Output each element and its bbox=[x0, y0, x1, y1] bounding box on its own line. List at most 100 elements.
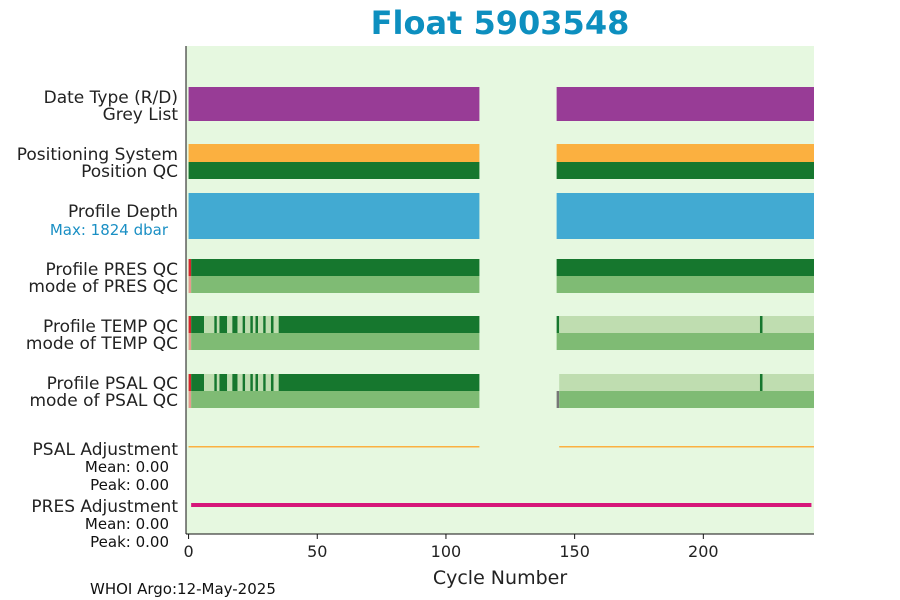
psal-qc-segment bbox=[250, 374, 253, 391]
psal-qc-segment bbox=[270, 374, 274, 391]
x-tick-label: 0 bbox=[183, 542, 193, 561]
x-tick-label: 200 bbox=[688, 542, 719, 561]
psal-qc-segment bbox=[258, 374, 264, 391]
row-label-temp-qc: Profile TEMP QC bbox=[43, 317, 178, 337]
row-label-grey-list: Grey List bbox=[103, 105, 179, 125]
psal-qc-segment bbox=[191, 374, 205, 391]
temp-qc-segment bbox=[255, 316, 259, 333]
psal-qc-segment bbox=[237, 374, 243, 391]
pos-qc-segment bbox=[188, 162, 480, 179]
psal-qc-segment bbox=[559, 374, 760, 391]
psal-qc-segment bbox=[252, 374, 256, 391]
row-label-psal-qc: Profile PSAL QC bbox=[47, 374, 178, 394]
temp-mode-segment bbox=[188, 333, 192, 350]
depth-segment bbox=[188, 193, 480, 239]
psal-mode-segment bbox=[191, 391, 480, 408]
psal-qc-segment bbox=[214, 374, 217, 391]
pres-adj-segment bbox=[191, 503, 812, 507]
qc-segments bbox=[188, 87, 814, 507]
x-tick-label: 150 bbox=[559, 542, 590, 561]
psal-qc-segment bbox=[242, 374, 246, 391]
psal-qc-segment bbox=[219, 374, 228, 391]
temp-qc-segment bbox=[237, 316, 243, 333]
x-tick-label: 100 bbox=[431, 542, 462, 561]
date-type-segment bbox=[188, 87, 480, 121]
temp-qc-segment bbox=[191, 316, 205, 333]
temp-qc-segment bbox=[270, 316, 274, 333]
temp-qc-segment bbox=[242, 316, 246, 333]
psal-qc-segment bbox=[255, 374, 259, 391]
pres-mode-segment bbox=[188, 276, 192, 293]
depth-segment bbox=[556, 193, 814, 239]
x-tick-label: 50 bbox=[307, 542, 327, 561]
row-label-pres-adj: PRES Adjustment bbox=[31, 497, 178, 517]
psal-qc-segment bbox=[227, 374, 233, 391]
temp-qc-segment bbox=[258, 316, 264, 333]
pres-mode-segment bbox=[191, 276, 480, 293]
temp-qc-segment bbox=[556, 316, 560, 333]
row-labels: Date Type (R/D)Grey List Positioning Syst… bbox=[17, 88, 179, 551]
pres-adj-mean-label: Mean: 0.00 bbox=[85, 515, 169, 533]
temp-qc-segment bbox=[273, 316, 279, 333]
pres-mode-segment bbox=[556, 276, 814, 293]
x-axis-ticks: 0 50 100 150 200 bbox=[183, 534, 719, 561]
pos-sys-segment bbox=[556, 144, 814, 162]
pos-qc-segment bbox=[556, 162, 814, 179]
psal-qc-segment bbox=[263, 374, 266, 391]
row-label-pres-qc: Profile PRES QC bbox=[45, 260, 178, 280]
temp-qc-segment bbox=[219, 316, 228, 333]
temp-qc-segment bbox=[263, 316, 266, 333]
pres-qc-segment bbox=[556, 259, 814, 276]
temp-mode-segment bbox=[556, 333, 814, 350]
temp-qc-segment bbox=[762, 316, 814, 333]
row-label-date-type: Date Type (R/D) bbox=[44, 88, 178, 108]
footer-credit: WHOI Argo:12-May-2025 bbox=[90, 580, 276, 598]
temp-qc-segment bbox=[188, 316, 192, 333]
temp-qc-segment bbox=[278, 316, 480, 333]
psal-mode-segment bbox=[559, 391, 814, 408]
x-axis-label: Cycle Number bbox=[433, 567, 567, 589]
temp-qc-segment bbox=[559, 316, 760, 333]
temp-qc-segment bbox=[214, 316, 217, 333]
temp-qc-segment bbox=[227, 316, 233, 333]
psal-mode-segment bbox=[188, 391, 192, 408]
date-type-segment bbox=[556, 87, 814, 121]
psal-qc-segment bbox=[759, 374, 763, 391]
max-depth-label: Max: 1824 dbar bbox=[50, 221, 169, 239]
temp-qc-segment bbox=[204, 316, 215, 333]
temp-qc-segment bbox=[759, 316, 763, 333]
temp-qc-segment bbox=[265, 316, 271, 333]
psal-qc-segment bbox=[245, 374, 251, 391]
psal-qc-segment bbox=[188, 374, 192, 391]
psal-qc-segment bbox=[273, 374, 279, 391]
psal-qc-segment bbox=[204, 374, 215, 391]
psal-qc-segment bbox=[278, 374, 480, 391]
chart-title: Float 5903548 bbox=[371, 4, 630, 42]
row-label-pres-mode: mode of PRES QC bbox=[28, 277, 178, 297]
temp-qc-segment bbox=[216, 316, 220, 333]
psal-adj-segment bbox=[559, 446, 814, 448]
row-label-pos-qc: Position QC bbox=[81, 162, 178, 182]
psal-qc-segment bbox=[216, 374, 220, 391]
pres-adj-peak-label: Peak: 0.00 bbox=[90, 533, 169, 551]
row-label-depth: Profile Depth bbox=[68, 202, 178, 222]
temp-qc-segment bbox=[245, 316, 251, 333]
psal-qc-segment bbox=[762, 374, 814, 391]
psal-qc-segment bbox=[232, 374, 238, 391]
psal-qc-segment bbox=[265, 374, 271, 391]
temp-mode-segment bbox=[191, 333, 480, 350]
pres-qc-segment bbox=[191, 259, 480, 276]
psal-adj-mean-label: Mean: 0.00 bbox=[85, 458, 169, 476]
row-label-temp-mode: mode of TEMP QC bbox=[26, 334, 178, 354]
psal-adj-peak-label: Peak: 0.00 bbox=[90, 476, 169, 494]
row-label-pos-sys: Positioning System bbox=[17, 145, 178, 165]
temp-qc-segment bbox=[232, 316, 238, 333]
row-label-psal-adj: PSAL Adjustment bbox=[33, 440, 179, 460]
temp-qc-segment bbox=[250, 316, 253, 333]
pos-sys-segment bbox=[188, 144, 480, 162]
pres-qc-segment bbox=[188, 259, 192, 276]
temp-qc-segment bbox=[252, 316, 256, 333]
row-label-psal-mode: mode of PSAL QC bbox=[29, 391, 178, 411]
psal-adj-segment bbox=[188, 446, 480, 448]
